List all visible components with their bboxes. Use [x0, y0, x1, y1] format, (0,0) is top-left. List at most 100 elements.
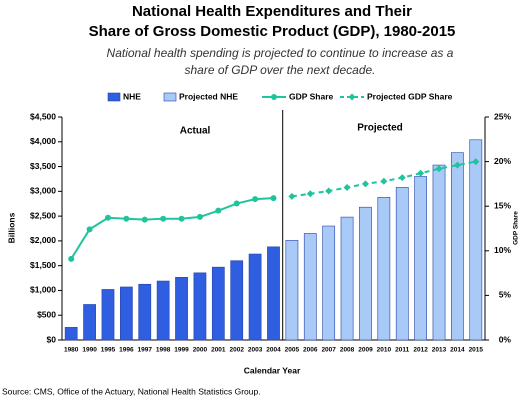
y2-tick-label: 0% — [499, 334, 512, 344]
y-tick-label: $2,000 — [30, 235, 56, 245]
y2-tick-label: 10% — [494, 245, 511, 255]
marker — [270, 195, 277, 202]
source: Source: CMS, Office of the Actuary, Nati… — [2, 386, 261, 396]
y-tick-label: $3,000 — [30, 186, 56, 196]
marker — [453, 161, 461, 169]
annotation: Projected — [357, 123, 403, 134]
x-tick-label: 2010 — [377, 347, 392, 354]
bar — [156, 280, 170, 341]
y-tick-label: $4,000 — [30, 136, 56, 146]
y-tick-label: $0 — [47, 334, 57, 344]
bar — [248, 253, 262, 341]
bar — [395, 187, 409, 341]
bar — [267, 246, 280, 341]
bar — [469, 139, 483, 341]
x-tick-label: 2011 — [395, 347, 409, 354]
bar — [451, 152, 464, 341]
legend-swatch — [107, 92, 121, 102]
marker — [160, 215, 167, 222]
marker — [123, 215, 130, 222]
x-tick-label: 1980 — [64, 347, 79, 354]
bar — [175, 277, 188, 341]
marker — [417, 169, 425, 177]
y2-tick-label: 20% — [494, 156, 511, 166]
bar — [303, 233, 317, 341]
x-tick-label: 2008 — [340, 347, 355, 354]
x-axis-label: Calendar Year — [244, 365, 301, 375]
marker — [233, 200, 240, 207]
x-tick-label: 1998 — [156, 347, 171, 354]
y-tick-label: $1,000 — [30, 285, 56, 295]
x-tick-label: 2005 — [285, 347, 300, 354]
legend-label: Projected NHE — [179, 91, 238, 101]
x-tick-label: 1996 — [119, 347, 134, 354]
legend-label: GDP Share — [289, 91, 334, 101]
y2-axis-label: GDP Share — [513, 211, 520, 245]
y-axis-label: Billions — [6, 212, 16, 243]
y-tick-label: $1,500 — [30, 260, 56, 270]
x-tick-label: 1990 — [82, 347, 97, 354]
bar — [64, 327, 78, 341]
chart-title: National Health Expenditures and Their — [132, 3, 412, 20]
marker — [104, 214, 111, 221]
y-tick-label: $500 — [37, 309, 56, 319]
marker — [215, 207, 222, 214]
y2-tick-label: 15% — [494, 200, 511, 210]
line — [70, 197, 274, 260]
x-tick-label: 1995 — [101, 347, 116, 354]
marker — [288, 192, 296, 200]
marker — [325, 187, 333, 195]
bar — [322, 225, 336, 341]
legend-swatch — [271, 94, 277, 100]
bar — [432, 164, 446, 341]
x-tick-label: 1997 — [138, 347, 153, 354]
x-tick-label: 2009 — [358, 347, 373, 354]
chart-title: Share of Gross Domestic Product (GDP), 1… — [89, 23, 456, 40]
x-tick-label: 2004 — [266, 347, 281, 354]
bar — [285, 240, 299, 341]
bar — [340, 216, 354, 341]
bar — [230, 260, 244, 341]
marker — [435, 165, 443, 173]
y-tick-label: $2,500 — [30, 210, 56, 220]
bar — [101, 289, 115, 341]
bar — [211, 266, 225, 341]
marker — [196, 213, 203, 220]
legend-swatch — [348, 93, 356, 101]
subtitle: share of GDP over the next decade. — [185, 63, 376, 77]
marker — [178, 215, 185, 222]
bar — [138, 283, 152, 341]
x-tick-label: 2007 — [321, 347, 336, 354]
legend-swatch — [163, 92, 177, 102]
y-tick-label: $4,500 — [30, 111, 56, 121]
legend-label: NHE — [123, 91, 141, 101]
marker — [361, 180, 369, 188]
x-tick-label: 2013 — [432, 347, 447, 354]
y2-tick-label: 25% — [494, 111, 511, 121]
y-tick-label: $3,500 — [30, 161, 56, 171]
marker — [141, 216, 148, 223]
x-tick-label: 2012 — [413, 347, 428, 354]
marker — [398, 174, 406, 182]
y2-tick-label: 5% — [499, 290, 512, 300]
marker — [252, 196, 259, 203]
bar — [414, 176, 427, 341]
x-tick-label: 2003 — [248, 347, 263, 354]
marker — [380, 177, 388, 185]
x-tick-label: 2014 — [450, 347, 465, 354]
bar — [83, 304, 96, 341]
marker — [306, 190, 314, 198]
bar — [120, 286, 133, 341]
x-tick-label: 2002 — [229, 347, 244, 354]
x-tick-label: 2006 — [303, 347, 318, 354]
x-tick-label: 2001 — [211, 347, 226, 354]
bar — [377, 196, 391, 341]
marker — [472, 158, 480, 166]
legend-label: Projected GDP Share — [367, 91, 453, 101]
bar — [193, 272, 207, 341]
annotation: Actual — [180, 126, 211, 137]
bar — [359, 206, 372, 341]
subtitle: National health spending is projected to… — [107, 46, 454, 60]
x-tick-label: 2000 — [193, 347, 208, 354]
